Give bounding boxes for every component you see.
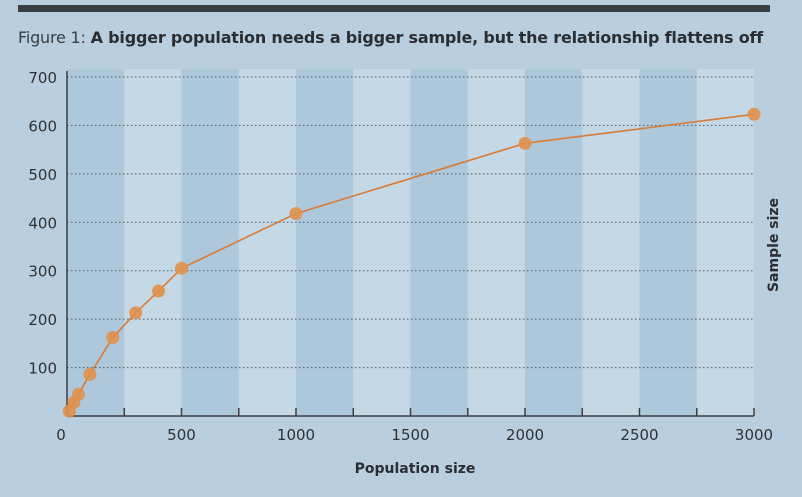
background-band [353,69,411,416]
background-band [296,69,354,416]
data-point [747,107,761,121]
background-band [67,69,125,416]
x-tick-label: 500 [167,426,196,444]
x-tick-label: 2500 [620,426,658,444]
data-point [518,136,532,150]
figure-label: Figure 1: [18,28,86,47]
background-band [238,69,296,416]
data-point [175,261,188,275]
background-band [696,69,754,416]
x-tick-label: 1000 [277,426,315,444]
background-band [525,69,583,416]
data-point [106,331,120,345]
background-band [124,69,182,416]
background-band [582,69,640,416]
y-tick-label: 100 [28,360,57,378]
x-tick-label: 2000 [506,426,544,444]
data-point [83,367,97,381]
y-tick-label: 400 [28,214,57,232]
y-axis-label: Sample size [766,198,782,292]
y-tick-label: 200 [28,311,57,329]
x-axis-label: Population size [355,461,476,477]
header-bar [18,5,770,12]
background-band [467,69,525,416]
y-tick-label: 500 [28,166,57,184]
x-tick-label: 0 [56,426,66,444]
background-band [639,69,697,416]
y-tick-label: 600 [28,117,57,135]
y-tick-label: 700 [28,69,57,87]
background-band [181,69,239,416]
y-tick-label: 300 [28,263,57,281]
chart-title: Figure 1: A bigger population needs a bi… [18,28,763,47]
title-text: A bigger population needs a bigger sampl… [90,28,764,47]
data-point [71,387,85,401]
data-point [129,306,143,320]
x-tick-label: 3000 [735,426,773,444]
data-point [152,284,166,298]
background-band [410,69,468,416]
data-point [289,207,303,221]
x-tick-label: 1500 [391,426,429,444]
